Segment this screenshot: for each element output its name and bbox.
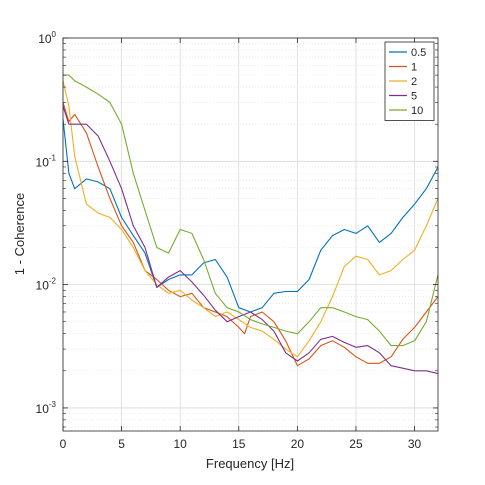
x-axis-label: Frequency [Hz] — [206, 456, 294, 471]
y-tick-labels: 100 10-1 10-2 10-3 — [36, 30, 57, 416]
x-tick-label: 30 — [408, 437, 422, 451]
series-layer — [63, 74, 438, 375]
plot-frame — [62, 37, 439, 432]
plot-background — [63, 38, 438, 431]
y-axis-label: 1 - Coherence — [12, 193, 27, 275]
legend-label: 2 — [411, 76, 417, 88]
x-tick-labels: 0 5 10 15 20 25 30 — [60, 437, 422, 451]
legend-label: 5 — [411, 91, 417, 103]
legend-label: 0.5 — [411, 47, 426, 59]
x-tick-label: 10 — [174, 437, 188, 451]
series-line-0-5 — [63, 119, 438, 313]
legend-label: 1 — [411, 62, 417, 74]
series-line-1 — [63, 102, 438, 367]
series-line-10 — [63, 74, 438, 347]
y-tick-label: 10-2 — [36, 277, 57, 293]
tick-layer — [62, 37, 438, 431]
series-line-2 — [63, 80, 438, 358]
x-tick-label: 5 — [118, 437, 125, 451]
x-tick-label: 20 — [291, 437, 305, 451]
y-tick-label: 100 — [38, 30, 56, 46]
x-tick-label: 0 — [60, 437, 67, 451]
y-tick-label: 10-1 — [36, 153, 57, 169]
minor-grid — [63, 43, 438, 428]
legend: 0.5 1 2 5 10 — [384, 41, 435, 121]
legend-label: 10 — [411, 105, 423, 117]
x-tick-label: 15 — [232, 437, 246, 451]
series-line-5 — [63, 106, 438, 375]
y-tick-label: 10-3 — [36, 400, 57, 416]
x-tick-label: 25 — [349, 437, 363, 451]
